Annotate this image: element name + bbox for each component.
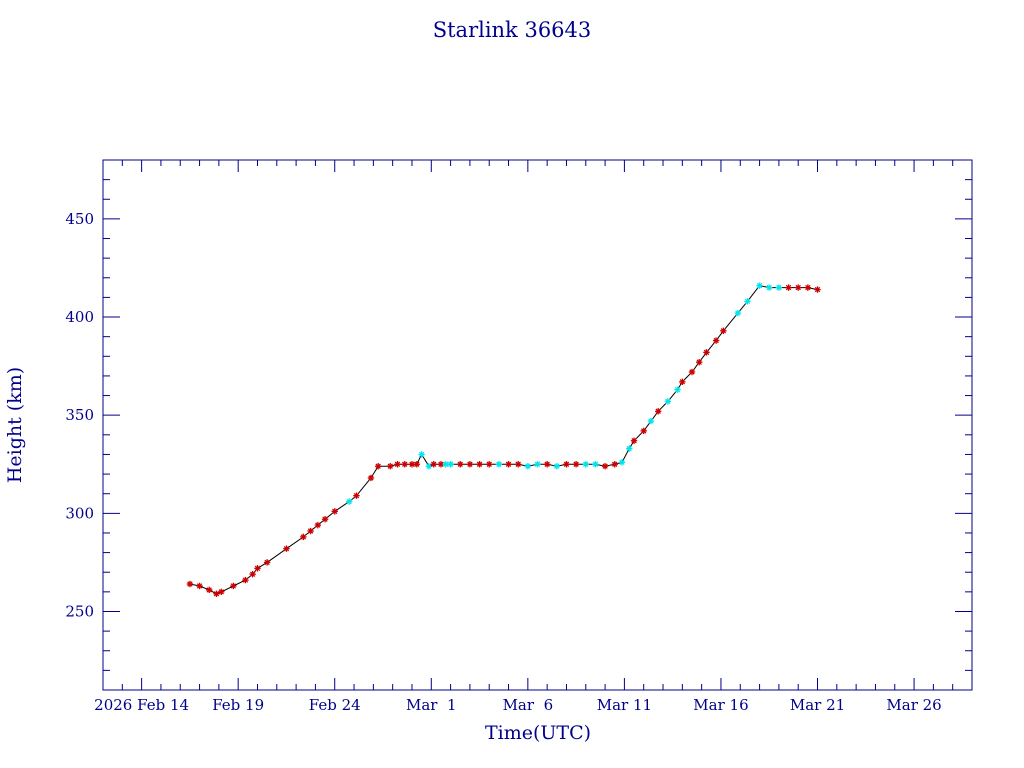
data-point (524, 463, 532, 470)
data-point (756, 282, 763, 289)
data-point (401, 461, 408, 468)
data-point (720, 327, 727, 334)
data-point (213, 590, 220, 598)
data-point (430, 461, 437, 468)
data-point (394, 461, 401, 468)
data-point (734, 309, 742, 317)
y-tick-label: 450 (65, 210, 94, 228)
data-point (206, 586, 213, 594)
data-point (795, 284, 802, 291)
x-tick-label: Mar 6 (503, 696, 554, 714)
data-point (804, 284, 812, 291)
data-point (582, 461, 589, 468)
data-point (630, 437, 638, 444)
data-point (703, 349, 710, 356)
data-point (242, 576, 249, 584)
plot-frame (102, 159, 973, 691)
axis-ticks (102, 159, 973, 691)
x-tick-labels: 2026 Feb 14 Feb 19 Feb 24 Mar 1 Mar 6 Mar 11 M… (94, 696, 942, 714)
x-tick-label: Feb 19 (212, 696, 264, 714)
data-point (563, 461, 570, 468)
data-point (688, 368, 696, 376)
data-point (654, 408, 662, 415)
data-point (353, 492, 360, 499)
data-point (674, 386, 681, 393)
data-point (543, 461, 551, 468)
data-point (766, 284, 773, 291)
data-point (447, 461, 454, 468)
data-point (413, 461, 421, 468)
data-point (321, 516, 329, 523)
x-tick-label: Mar 11 (597, 696, 652, 714)
y-tick-label: 400 (65, 308, 94, 326)
y-tick-labels: 250 300 350 400 450 (65, 210, 94, 621)
data-point (457, 461, 464, 468)
data-point (712, 337, 720, 344)
data-point (618, 459, 626, 466)
y-axis-label: Height (km) (4, 367, 26, 483)
data-point (486, 461, 493, 468)
data-point (331, 508, 338, 515)
data-point (553, 463, 561, 470)
data-point (664, 398, 672, 405)
data-point (218, 588, 225, 596)
x-tick-label: 2026 Feb 14 (94, 696, 189, 714)
data-point (367, 474, 375, 482)
data-point (425, 463, 433, 470)
data-point (534, 461, 541, 468)
data-point (387, 463, 394, 470)
data-point (476, 461, 483, 468)
data-point (186, 580, 194, 588)
data-point (647, 417, 655, 425)
data-point (592, 461, 599, 468)
data-point (314, 521, 322, 529)
data-point (495, 461, 503, 468)
data-point (640, 427, 647, 435)
y-tick-label: 250 (65, 602, 94, 620)
data-point (814, 286, 821, 293)
data-point (775, 284, 783, 291)
data-point (346, 498, 353, 505)
data-point (679, 378, 686, 386)
x-tick-label: Mar 26 (886, 696, 941, 714)
data-point (611, 461, 618, 468)
data-point (785, 284, 792, 291)
data-point (249, 570, 256, 578)
data-point (374, 463, 382, 470)
data-point (572, 461, 580, 468)
x-axis-label: Time(UTC) (485, 722, 591, 744)
chart-title: Starlink 36643 (433, 18, 592, 42)
data-point (514, 461, 522, 468)
data-point (418, 451, 425, 458)
x-tick-label: Mar 21 (790, 696, 845, 714)
data-point (300, 533, 307, 541)
y-tick-label: 350 (65, 406, 94, 424)
data-point (230, 582, 237, 590)
x-tick-label: Mar 1 (406, 696, 457, 714)
y-tick-label: 300 (65, 504, 94, 522)
data-markers (186, 282, 821, 598)
data-point (283, 545, 290, 552)
data-point (626, 445, 633, 452)
x-tick-label: Mar 16 (693, 696, 748, 714)
x-tick-label: Feb 24 (309, 696, 361, 714)
data-point (505, 461, 512, 468)
data-point (254, 565, 261, 572)
data-point (744, 298, 751, 305)
data-point (601, 463, 609, 470)
data-point (466, 461, 474, 468)
data-point (263, 559, 271, 566)
data-point (696, 358, 703, 366)
data-point (196, 582, 203, 590)
data-point (307, 527, 314, 535)
